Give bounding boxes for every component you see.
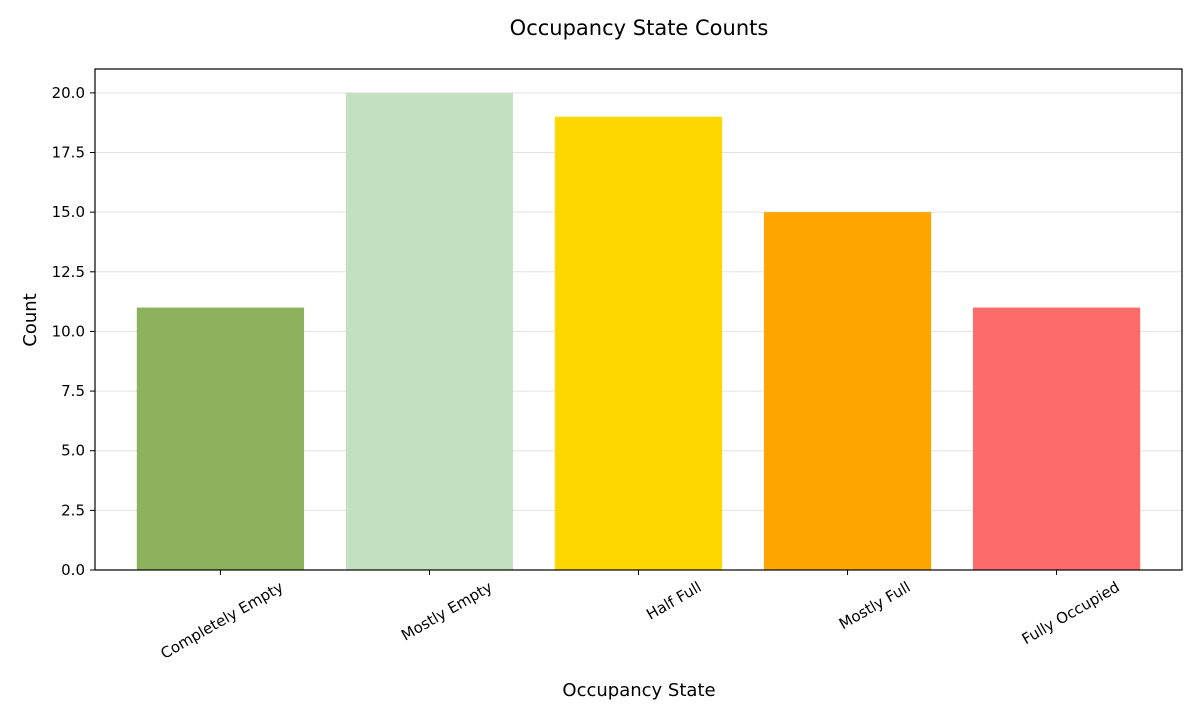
y-tick-label: 5.0 bbox=[61, 442, 85, 460]
y-tick-label: 15.0 bbox=[52, 203, 85, 221]
y-tick-label: 7.5 bbox=[61, 382, 85, 400]
x-tick-label: Mostly Full bbox=[836, 578, 914, 633]
y-tick-label: 2.5 bbox=[61, 501, 85, 519]
x-tick-label: Completely Empty bbox=[157, 578, 286, 663]
bar bbox=[136, 307, 305, 570]
x-tick-label: Mostly Empty bbox=[398, 578, 495, 645]
x-tick-label: Fully Occupied bbox=[1019, 578, 1123, 648]
bars bbox=[136, 92, 1141, 570]
x-axis-label: Occupancy State bbox=[562, 680, 715, 701]
bar bbox=[345, 92, 514, 570]
x-axis-ticks: Completely Empty Mostly Empty Half Full Mos… bbox=[157, 570, 1123, 663]
x-tick-label: Half Full bbox=[643, 578, 704, 624]
y-axis-ticks: 0.0 2.5 5.0 7.5 10.0 12.5 15.0 17.5 20.0 bbox=[52, 84, 95, 579]
y-tick-label: 17.5 bbox=[52, 144, 85, 162]
bar bbox=[554, 116, 723, 570]
chart-title: Occupancy State Counts bbox=[510, 16, 769, 40]
y-tick-label: 0.0 bbox=[61, 561, 85, 579]
y-axis-label: Count bbox=[20, 293, 41, 346]
bar bbox=[763, 212, 932, 570]
y-tick-label: 12.5 bbox=[52, 263, 85, 281]
y-tick-label: 10.0 bbox=[52, 322, 85, 340]
bar bbox=[972, 307, 1141, 570]
y-tick-label: 20.0 bbox=[52, 84, 85, 102]
